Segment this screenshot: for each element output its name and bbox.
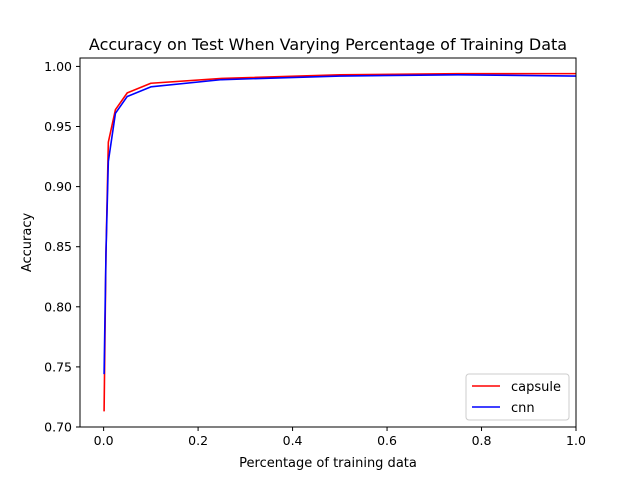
legend-label-cnn: cnn [511,401,535,416]
x-tick-label: 0.6 [377,433,397,448]
x-axis-label: Percentage of training data [239,456,417,471]
y-tick-label: 0.90 [44,179,72,194]
x-tick-label: 0.2 [188,433,208,448]
series-line-cnn [103,74,577,375]
y-axis-label: Accuracy [20,213,35,273]
legend: capsule cnn [465,373,570,421]
y-tick-label: 0.80 [44,299,72,314]
y-tick-label: 0.95 [44,119,72,134]
plot-lines [103,72,577,412]
chart-title: Accuracy on Test When Varying Percentage… [89,35,567,54]
y-tick-label: 1.00 [44,59,72,74]
x-tick-label: 1.0 [566,433,586,448]
y-tick-label: 0.70 [44,420,72,435]
y-tick-label: 0.75 [44,359,72,374]
x-tick-label: 0.8 [472,433,492,448]
y-tick-label: 0.85 [44,239,72,254]
plot-frame [79,57,577,428]
legend-label-capsule: capsule [511,380,561,395]
y-axis-ticks: 0.70 0.75 0.80 0.85 0.90 0.95 1.00 [44,59,80,435]
x-axis-ticks: 0.0 0.2 0.4 0.6 0.8 1.0 [94,427,586,448]
x-tick-label: 0.4 [283,433,303,448]
x-tick-label: 0.0 [94,433,114,448]
